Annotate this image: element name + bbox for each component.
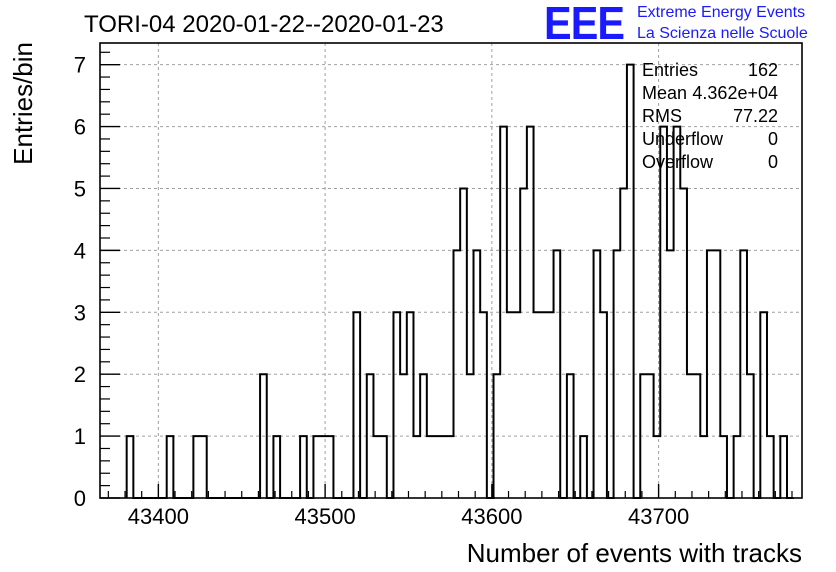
x-tick-label: 43400	[128, 504, 189, 529]
stats-label: Overflow	[642, 152, 714, 172]
histogram-bin	[313, 436, 320, 498]
stats-value: 162	[748, 60, 778, 80]
logo-subtitle-line2: La Scienza nelle Scuole	[637, 25, 808, 42]
x-axis-label: Number of events with tracks	[467, 538, 802, 568]
axis-ticks	[100, 51, 793, 499]
tick-labels: 43400 43500 43600 43700 0 1 2 3 4 5 6 7	[74, 53, 689, 529]
histogram-bin	[647, 374, 654, 498]
stats-label: Mean	[642, 83, 687, 103]
histogram-bin	[507, 312, 514, 498]
x-tick-label: 43600	[461, 504, 522, 529]
histogram-bin	[680, 188, 687, 498]
histogram-bin	[454, 250, 461, 498]
logo-subtitle-line1: Extreme Energy Events	[637, 4, 806, 21]
histogram-bin	[700, 436, 707, 498]
histogram-bin	[447, 436, 454, 498]
stats-value: 0	[768, 152, 778, 172]
y-tick-label: 3	[74, 300, 86, 325]
histogram-bin	[534, 312, 541, 498]
y-axis-label: Entries/bin	[8, 42, 38, 165]
stats-label: RMS	[642, 106, 682, 126]
histogram-bin	[540, 312, 547, 498]
y-tick-label: 2	[74, 362, 86, 387]
x-tick-label: 43500	[295, 504, 356, 529]
eee-logo: EEE Extreme Energy Events La Scienza nel…	[544, 0, 834, 49]
y-tick-label: 7	[74, 53, 86, 78]
histogram-bin	[694, 374, 701, 498]
histogram-bin	[707, 250, 714, 498]
plot-frame	[99, 42, 803, 499]
histogram-bin	[547, 312, 554, 498]
stats-value: 4.362e+04	[692, 83, 778, 103]
y-tick-label: 6	[74, 115, 86, 140]
histogram-bin	[480, 312, 487, 498]
histogram-bin	[467, 374, 474, 498]
chart-title: TORI-04 2020-01-22--2020-01-23	[84, 11, 444, 38]
histogram-bin	[667, 250, 674, 498]
histogram-bin	[440, 436, 447, 498]
stats-label: Underflow	[642, 129, 724, 149]
y-tick-label: 5	[74, 176, 86, 201]
histogram-bin	[500, 127, 507, 498]
histogram-bin	[687, 374, 694, 498]
histogram-bin	[433, 436, 440, 498]
stats-value: 0	[768, 129, 778, 149]
histogram-bin	[427, 436, 434, 498]
x-tick-label: 43700	[628, 504, 689, 529]
eee-logo-letters: EEE	[544, 0, 625, 49]
histogram-bin	[200, 436, 207, 498]
histogram-bin	[494, 374, 501, 498]
stats-box: Entries 162 Mean 4.362e+04 RMS 77.22 Underflow…	[642, 60, 778, 172]
histogram-bin	[600, 312, 607, 498]
histogram-bin	[373, 436, 380, 498]
histogram-bin	[400, 374, 407, 498]
histogram-bin	[514, 312, 521, 498]
stats-label: Entries	[642, 60, 698, 80]
y-tick-label: 4	[74, 238, 86, 263]
y-tick-label: 1	[74, 424, 86, 449]
y-tick-label: 0	[74, 486, 86, 511]
histogram-bin	[413, 436, 420, 498]
histogram-bin	[734, 436, 741, 498]
stats-value: 77.22	[733, 106, 778, 126]
